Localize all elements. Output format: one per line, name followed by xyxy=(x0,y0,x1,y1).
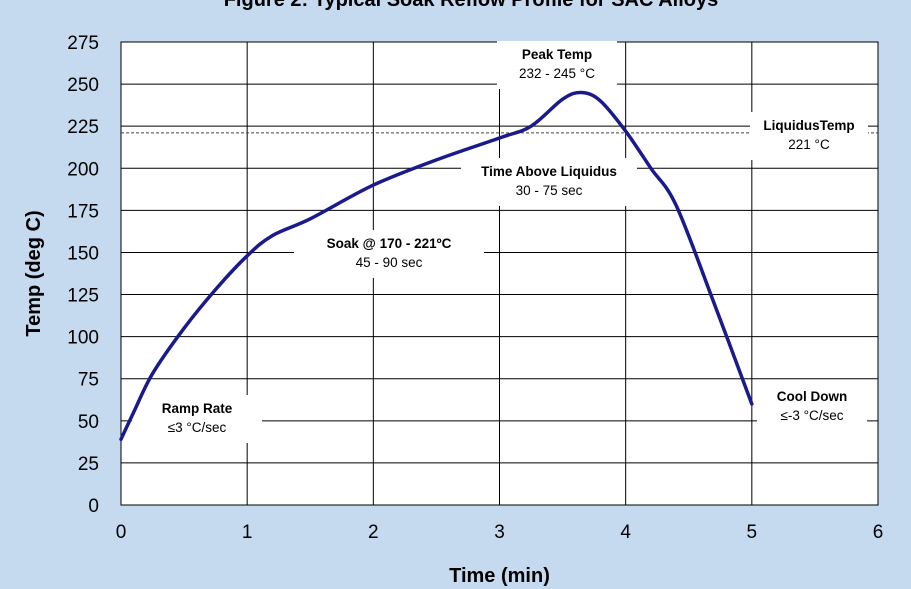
y-tick-label-75: 75 xyxy=(78,370,99,391)
annotation-box-ramp xyxy=(132,395,262,443)
x-tick-label-2: 2 xyxy=(368,522,379,543)
data-point-10 xyxy=(498,136,501,140)
data-point-12 xyxy=(561,97,565,101)
data-point-17 xyxy=(674,203,678,207)
annotation-box-cool xyxy=(757,383,867,431)
y-tick-label-150: 150 xyxy=(67,243,99,264)
data-point-8 xyxy=(371,183,375,187)
data-point-18 xyxy=(712,301,716,305)
data-point-0 xyxy=(119,437,123,441)
x-tick-label-1: 1 xyxy=(242,522,253,543)
y-tick-label-250: 250 xyxy=(67,75,99,96)
annotation-title-peak: Peak Temp xyxy=(522,47,592,62)
y-tick-label-275: 275 xyxy=(67,33,99,54)
x-tick-label-6: 6 xyxy=(873,522,884,543)
annotation-box-liquidus xyxy=(750,112,868,160)
data-point-9 xyxy=(434,158,438,162)
annotation-value-liquidus: 221 °C xyxy=(788,137,830,152)
x-tick-label-3: 3 xyxy=(494,522,505,543)
data-point-11 xyxy=(529,124,533,128)
annotation-value-tal: 30 - 75 sec xyxy=(516,183,583,198)
annotation-value-ramp: ≤3 °C/sec xyxy=(168,420,227,435)
y-tick-label-200: 200 xyxy=(67,159,99,180)
annotation-value-peak: 232 - 245 °C xyxy=(519,66,595,81)
data-point-15 xyxy=(624,129,628,133)
data-point-1 xyxy=(132,410,136,414)
annotation-box-soak xyxy=(294,230,484,278)
data-point-6 xyxy=(270,234,274,238)
chart-title: Figure 2: Typical Soak Reflow Profile fo… xyxy=(224,0,719,11)
annotation-title-liquidus: LiquidusTemp xyxy=(763,118,854,133)
annotation-box-peak xyxy=(497,41,617,89)
y-axis-title: Temp (deg C) xyxy=(23,210,45,336)
data-point-7 xyxy=(308,217,312,221)
data-point-19 xyxy=(750,402,754,406)
y-tick-label-175: 175 xyxy=(67,201,99,222)
data-point-14 xyxy=(598,99,602,103)
y-tick-label-50: 50 xyxy=(78,412,99,433)
data-point-5 xyxy=(245,254,249,258)
annotation-title-tal: Time Above Liquidus xyxy=(481,164,617,179)
y-tick-label-25: 25 xyxy=(78,454,99,475)
annotation-title-soak: Soak @ 170 - 221ºC xyxy=(327,236,452,251)
x-tick-label-5: 5 xyxy=(747,522,758,543)
tick-labels: 0 25 50 75 100 125 150 175 200 225 250 275 0 1 2 3 4 5 6 xyxy=(67,33,883,543)
data-point-3 xyxy=(182,326,186,330)
y-tick-label-125: 125 xyxy=(67,286,99,307)
annotation-title-ramp: Ramp Rate xyxy=(162,401,233,416)
x-tick-label-4: 4 xyxy=(620,522,631,543)
grid xyxy=(120,41,879,506)
data-point-13 xyxy=(580,91,584,95)
data-point-2 xyxy=(151,372,155,376)
y-tick-label-225: 225 xyxy=(67,117,99,138)
y-tick-label-0: 0 xyxy=(88,496,99,517)
annotations: Ramp Rate ≤3 °C/sec Soak @ 170 - 221ºC 45 -… xyxy=(132,41,868,443)
data-point-16 xyxy=(649,166,653,170)
annotation-value-cool: ≤-3 °C/sec xyxy=(780,408,843,423)
y-tick-label-100: 100 xyxy=(67,328,99,349)
x-axis-title: Time (min) xyxy=(449,565,550,587)
annotation-box-tal xyxy=(461,158,637,206)
x-tick-label-0: 0 xyxy=(116,522,127,543)
series-layer xyxy=(119,90,754,442)
reflow-profile-line xyxy=(119,90,754,442)
annotation-value-soak: 45 - 90 sec xyxy=(356,255,423,270)
annotation-title-cool: Cool Down xyxy=(777,389,848,404)
data-point-4 xyxy=(214,287,218,291)
